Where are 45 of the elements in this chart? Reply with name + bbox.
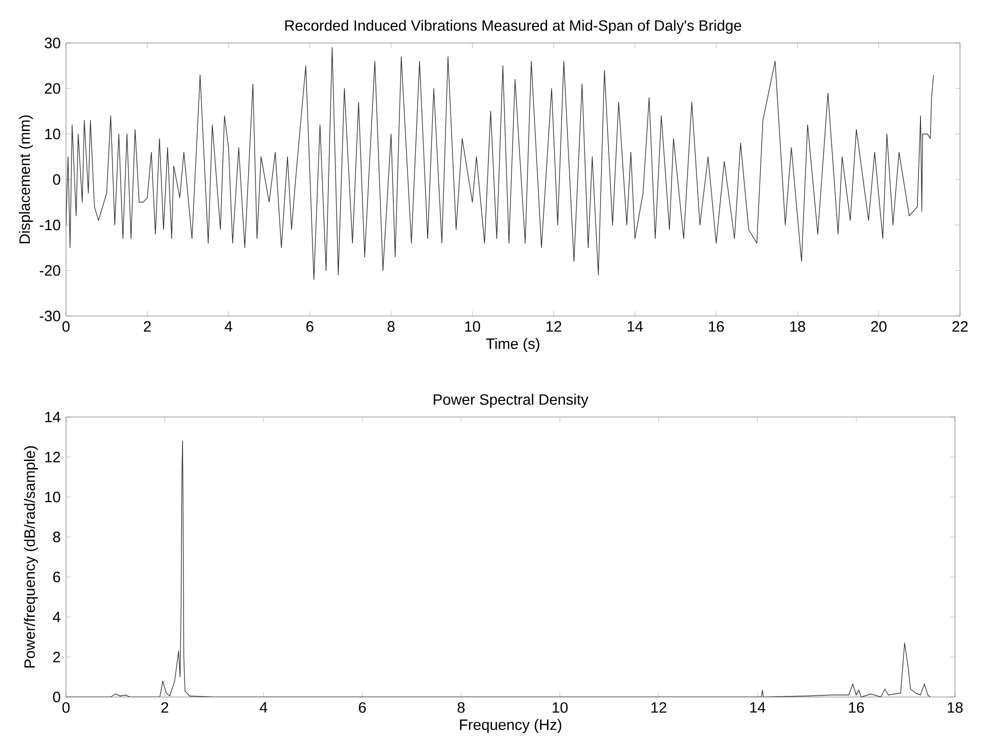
x-tick-label: 2 <box>161 702 168 713</box>
y-tick-label: 2 <box>53 652 60 662</box>
y-tick-label: 14 <box>45 412 60 422</box>
y-tick-label: 8 <box>53 532 60 542</box>
y-tick-label: -20 <box>40 265 60 276</box>
x-tick-label: 18 <box>790 321 806 332</box>
x-tick-label: 4 <box>224 321 232 332</box>
y-tick-label: -10 <box>40 220 60 230</box>
x-tick-label: 16 <box>849 702 864 713</box>
x-tick-label: 4 <box>260 702 268 713</box>
x-tick-label: 8 <box>458 702 465 713</box>
x-tick-label: 14 <box>750 702 766 713</box>
x-tick-label: 0 <box>62 321 70 332</box>
y-tick-label: 10 <box>45 492 60 502</box>
y-tick-label: 20 <box>44 83 60 94</box>
y-axis-title: Power/frequency (dB/rad/sample) <box>24 446 38 668</box>
x-axis-title: Time (s) <box>486 338 540 352</box>
x-tick-label: 14 <box>628 321 643 332</box>
x-tick-label: 6 <box>306 321 314 332</box>
x-tick-label: 16 <box>708 321 724 332</box>
line-series <box>66 47 934 280</box>
y-tick-label: 0 <box>53 692 60 702</box>
y-tick-label: -30 <box>40 310 60 322</box>
y-tick-label: 4 <box>52 612 60 622</box>
x-tick-label: 6 <box>358 702 366 713</box>
x-tick-label: 10 <box>465 321 480 332</box>
y-tick-label: 10 <box>45 128 60 140</box>
x-tick-label: 8 <box>388 321 395 332</box>
line-series <box>66 440 931 697</box>
y-tick-label: 0 <box>53 174 60 185</box>
x-tick-label: 10 <box>552 702 568 713</box>
y-tick-label: 6 <box>53 572 60 582</box>
chart-title: Recorded Induced Vibrations Measured at Mid-Span of Daly's Bridge <box>285 20 742 34</box>
y-tick-label: 12 <box>45 452 60 462</box>
x-tick-label: 20 <box>871 321 886 332</box>
x-tick-label: 12 <box>651 702 666 713</box>
y-tick-label: 30 <box>44 38 60 48</box>
x-tick-label: 22 <box>952 321 968 332</box>
x-tick-label: 12 <box>546 321 562 332</box>
x-tick-label: 0 <box>62 702 70 713</box>
x-tick-label: 18 <box>948 702 963 713</box>
x-tick-label: 2 <box>144 321 151 332</box>
chart-title: Power Spectral Density <box>434 394 588 408</box>
y-axis-title: Displacement (mm) <box>18 115 33 244</box>
x-axis-title: Frequency (Hz) <box>460 719 562 733</box>
